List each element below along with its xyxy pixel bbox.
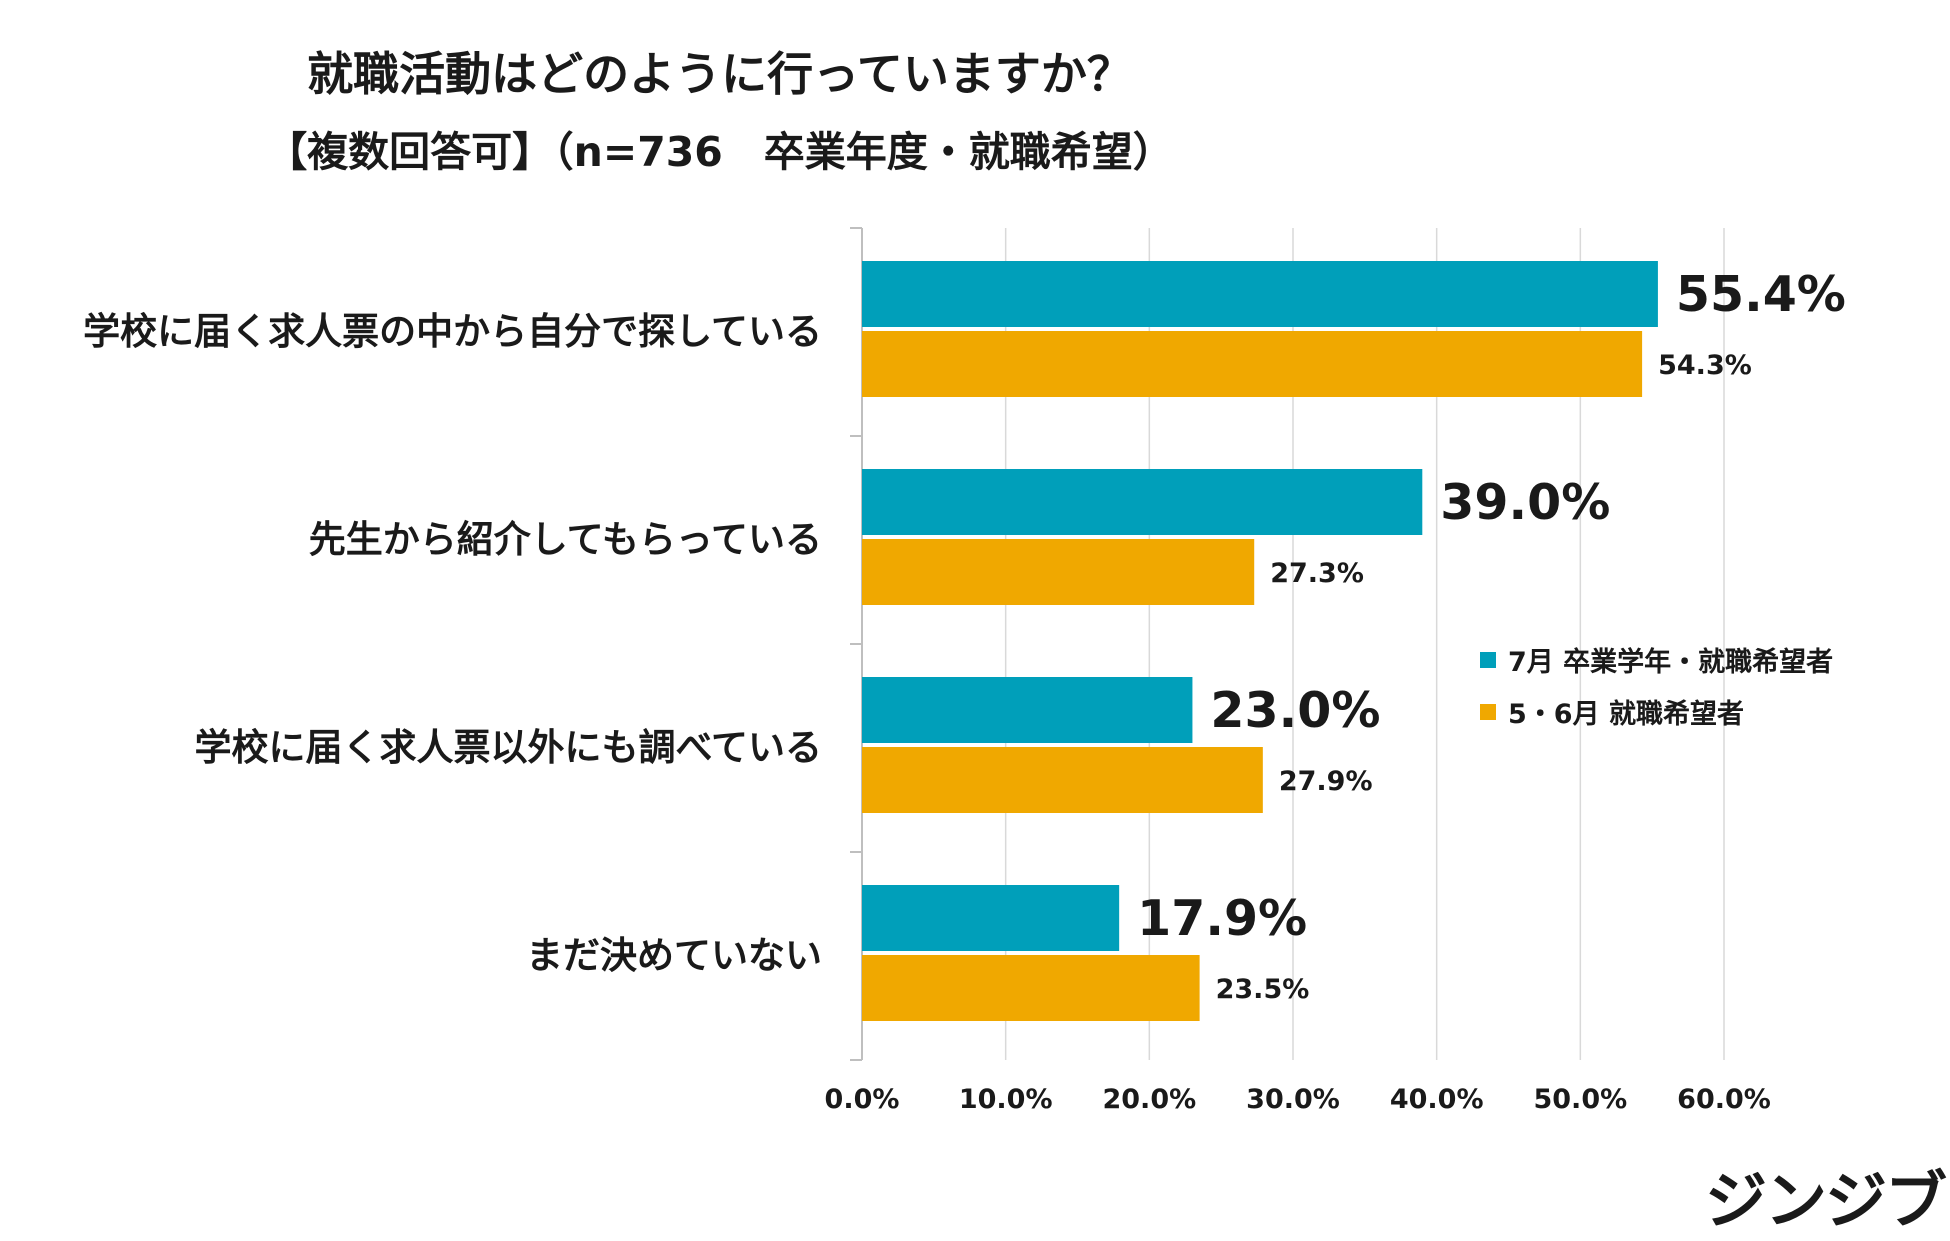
x-tick-label: 0.0% [825,1084,900,1115]
legend-label-series-2: 5・6月 就職希望者 [1508,699,1744,730]
bar-series-1 [862,885,1120,951]
legend-item-series-2: 5・6月 就職希望者 [1480,692,1744,731]
data-label-series-1: 17.9% [1137,890,1307,947]
bar-series-2 [862,539,1255,605]
legend-swatch-series-1 [1480,651,1496,668]
bar-series-2 [862,747,1263,813]
legend-item-series-1: 7月 卒業学年・就職希望者 [1480,640,1833,679]
data-label-series-2: 27.3% [1270,558,1364,589]
bar-series-2 [862,331,1643,397]
data-label-series-2: 54.3% [1658,350,1752,381]
data-label-series-2: 27.9% [1279,766,1373,797]
bar-series-2 [862,955,1200,1021]
x-tick-label: 20.0% [1102,1084,1196,1115]
category-label: 学校に届く求人票以外にも調べている [194,726,822,769]
data-label-series-2: 23.5% [1216,974,1310,1005]
category-label: 学校に届く求人票の中から自分で探している [83,310,822,353]
x-tick-label: 10.0% [959,1084,1053,1115]
x-tick-label: 50.0% [1533,1084,1627,1115]
bar-series-1 [862,677,1193,743]
data-label-series-1: 55.4% [1676,266,1846,323]
chart-subtitle: 【複数回答可】（n=736 卒業年度・就職希望） [266,128,1174,176]
x-tick-label: 30.0% [1246,1084,1340,1115]
data-label-series-1: 23.0% [1210,682,1380,739]
brand-logo: ジンジブ [1705,1164,1947,1237]
x-tick-label: 40.0% [1390,1084,1484,1115]
bar-series-1 [862,261,1658,327]
data-label-series-1: 39.0% [1440,474,1610,531]
category-label: 先生から紹介してもらっている [309,518,822,561]
bar-series-1 [862,469,1423,535]
legend-label-series-1: 7月 卒業学年・就職希望者 [1508,647,1834,678]
chart-title: 就職活動はどのように行っていますか？ [307,47,1133,101]
x-tick-label: 60.0% [1677,1084,1771,1115]
legend-swatch-series-2 [1480,703,1496,720]
category-label: まだ決めていない [526,934,822,977]
